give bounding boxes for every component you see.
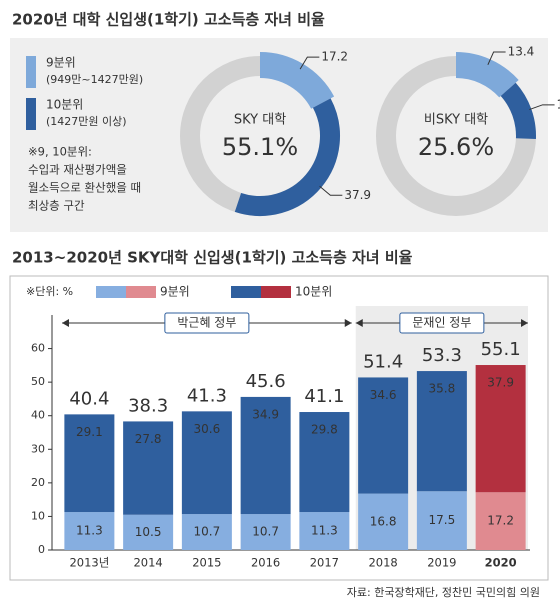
bar-segment	[64, 512, 115, 550]
note: 최상층 구간	[28, 199, 85, 213]
segment-label: 34.6	[370, 388, 397, 402]
donut-label: 비SKY 대학	[424, 113, 488, 128]
donut-segment	[234, 98, 340, 216]
value-label: 12.2	[557, 97, 560, 111]
total-label: 38.3	[128, 395, 168, 416]
x-tick-label: 2020	[485, 556, 517, 570]
total-label: 41.3	[187, 385, 227, 406]
legend-swatch	[126, 286, 156, 298]
legend-swatch	[231, 286, 261, 298]
note: 수입과 재산평가액을	[28, 163, 127, 177]
x-tick-label: 2019	[427, 556, 456, 570]
leader-line	[529, 104, 555, 111]
donut-segment	[259, 52, 335, 110]
total-label: 40.4	[69, 388, 109, 409]
leader-line	[319, 185, 343, 196]
bar-segment	[123, 514, 174, 550]
x-tick-label: 2015	[192, 556, 221, 570]
legend-swatch	[26, 56, 36, 88]
section-title: 2013~2020년 SKY대학 신입생(1학기) 고소득층 자녀 비율	[12, 249, 413, 267]
bar-segment	[64, 414, 115, 513]
bar-segment	[299, 412, 350, 513]
unit: ※단위: %	[26, 285, 73, 298]
y-tick-label: 50	[31, 375, 45, 388]
legend-note: (949만~1427만원)	[46, 73, 143, 86]
y-tick-label: 10	[31, 509, 45, 522]
period-box	[164, 312, 250, 334]
total-label: 45.6	[246, 371, 286, 392]
bar-segment	[240, 514, 291, 550]
bar-segment	[475, 492, 526, 550]
segment-label: 37.9	[487, 376, 514, 390]
legend-label: 10분위	[295, 285, 332, 299]
legend-swatch	[26, 98, 36, 130]
period-label: 문재인 정부	[412, 316, 471, 330]
bar-segment	[416, 491, 467, 550]
legend-swatch	[261, 286, 291, 298]
bar-segment	[299, 512, 350, 550]
bar-segment	[475, 365, 526, 493]
segment-label: 35.8	[429, 382, 456, 396]
legend-note: (1427만원 이상)	[46, 115, 127, 128]
segment-label: 27.8	[135, 432, 162, 446]
segment-label: 29.1	[76, 425, 103, 439]
donut-segment	[500, 82, 536, 140]
bar-segment	[358, 493, 409, 550]
bar-segment	[123, 421, 174, 515]
y-tick-label: 30	[31, 442, 45, 455]
segment-label: 17.5	[429, 513, 456, 527]
segment-label: 29.8	[311, 423, 338, 437]
segment-label: 30.6	[194, 422, 221, 436]
leader-line	[299, 56, 320, 70]
donut-total: 25.6%	[418, 133, 494, 161]
total-label: 55.1	[481, 339, 521, 360]
segment-label: 10.7	[194, 525, 221, 539]
total-label: 41.1	[304, 386, 344, 407]
segment-label: 11.3	[76, 524, 103, 538]
bar-segment	[181, 411, 232, 515]
total-label: 51.4	[363, 351, 403, 372]
segment-label: 17.2	[487, 514, 514, 528]
donut-label: SKY 대학	[234, 113, 286, 128]
legend-swatch	[96, 286, 126, 298]
segment-label: 10.7	[252, 525, 279, 539]
x-tick-label: 2017	[310, 556, 339, 570]
bar-segment	[358, 377, 409, 494]
segment-label: 16.8	[370, 514, 397, 528]
y-tick-label: 40	[31, 409, 45, 422]
value-label: 17.2	[321, 50, 348, 64]
bar-segment	[181, 514, 232, 550]
note: ※9, 10분위:	[28, 145, 92, 159]
y-tick-label: 60	[31, 342, 45, 355]
segment-label: 34.9	[252, 407, 279, 421]
x-tick-label: 2013년	[69, 556, 109, 570]
x-tick-label: 2018	[368, 556, 397, 570]
section-title: 2020년 대학 신입생(1학기) 고소득층 자녀 비율	[12, 11, 325, 29]
segment-label: 10.5	[135, 525, 162, 539]
note: 월소득으로 환산했을 때	[28, 181, 141, 195]
segment-label: 11.3	[311, 524, 338, 538]
legend-label: 9분위	[160, 285, 190, 299]
x-tick-label: 2016	[251, 556, 280, 570]
legend-label: 10분위	[46, 98, 83, 112]
total-label: 53.3	[422, 345, 462, 366]
x-tick-label: 2014	[133, 556, 162, 570]
legend-label: 9분위	[46, 56, 76, 70]
y-tick-label: 20	[31, 476, 45, 489]
period-box	[399, 312, 485, 334]
value-label: 37.9	[344, 188, 371, 202]
source: 자료: 한국장학재단, 정찬민 국민의힘 의원	[347, 585, 540, 599]
bar-segment	[240, 396, 291, 515]
y-tick-label: 0	[38, 543, 45, 556]
donut-segment	[455, 52, 519, 98]
bar-segment	[416, 371, 467, 492]
leader-line	[487, 51, 506, 66]
period-label: 박근혜 정부	[177, 316, 236, 330]
donut-total: 55.1%	[222, 133, 298, 161]
value-label: 13.4	[508, 45, 535, 59]
